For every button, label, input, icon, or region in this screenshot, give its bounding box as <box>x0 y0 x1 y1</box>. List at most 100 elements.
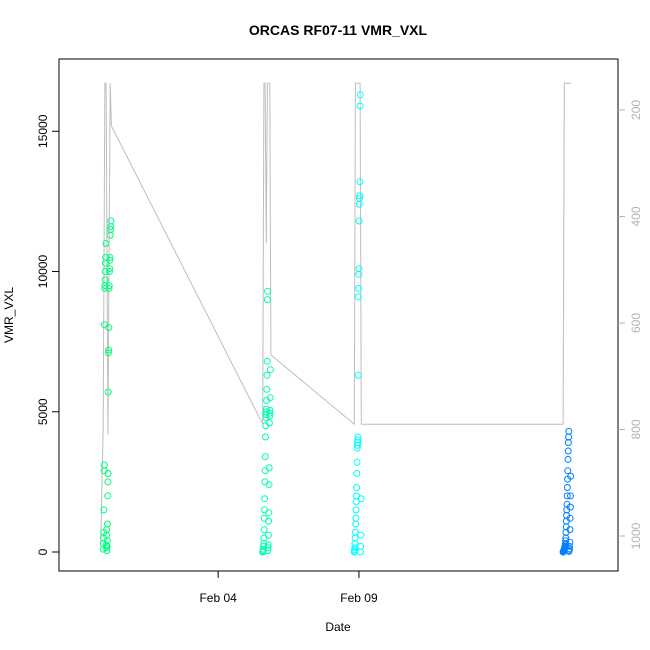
y-tick-label: 10000 <box>36 255 50 289</box>
y-axis: 0 5000 10000 15000 <box>36 114 59 555</box>
data-point-rf11 <box>565 427 573 435</box>
data-point-rf09 <box>351 528 359 536</box>
plot-frame <box>58 58 619 572</box>
x-axis-label: Date <box>325 620 351 634</box>
data-point-rf09 <box>357 548 364 556</box>
data-point-rf09 <box>353 484 361 491</box>
data-point-rf08 <box>266 366 274 374</box>
data-point-rf09 <box>353 470 361 477</box>
data-point-rf11 <box>564 439 572 447</box>
data-point-rf11 <box>566 538 574 546</box>
data-point-rf09 <box>357 495 365 503</box>
data-point-rf08 <box>260 526 268 534</box>
data-point-rf08 <box>262 408 270 416</box>
data-point-rf07 <box>101 321 108 329</box>
data-point-rf11 <box>563 484 571 491</box>
data-point-rf09 <box>352 520 360 528</box>
x-tick-label: Feb 09 <box>340 591 378 605</box>
data-point-rf09 <box>355 265 363 273</box>
data-point-rf08 <box>262 405 270 413</box>
data-point-rf09 <box>351 534 359 542</box>
data-point-rf07 <box>105 346 113 354</box>
data-point-rf07 <box>103 537 111 545</box>
x-tick-label: Feb 04 <box>199 591 237 605</box>
data-point-rf08 <box>263 296 271 304</box>
data-point-rf09 <box>355 217 363 225</box>
y2-tick-label: 600 <box>629 313 643 333</box>
data-point-rf07 <box>104 470 112 477</box>
data-point-rf07 <box>106 265 114 273</box>
data-point-rf08 <box>263 385 271 393</box>
data-point-rf09 <box>354 293 362 301</box>
data-point-rf08 <box>260 542 267 550</box>
y-tick-label: 15000 <box>36 114 50 148</box>
x-axis: Feb 04 Feb 09 <box>199 571 378 605</box>
data-point-rf11 <box>567 492 574 500</box>
data-point-rf09 <box>356 178 364 186</box>
data-point-rf09 <box>353 458 361 466</box>
data-point-rf07 <box>101 276 109 284</box>
data-point-rf09 <box>355 200 363 208</box>
data-point-rf11 <box>565 433 573 441</box>
data-point-rf08 <box>264 531 272 539</box>
y2-tick-label: 400 <box>629 206 643 226</box>
data-point-rf11 <box>566 503 574 511</box>
data-point-rf11 <box>566 514 574 522</box>
data-point-rf07 <box>104 492 112 500</box>
data-point-rf11 <box>562 537 570 545</box>
y2-tick-label: 800 <box>629 419 643 439</box>
data-point-rf07 <box>106 254 114 261</box>
y2-tick-label: 1000 <box>629 522 643 549</box>
data-point-rf09 <box>356 192 364 200</box>
data-point-rf11 <box>565 545 573 553</box>
data-point-rf09 <box>357 542 365 550</box>
data-point-rf07 <box>102 544 110 552</box>
data-point-rf07 <box>102 240 110 247</box>
secondary-y-axis: 200 400 600 800 1000 <box>618 100 643 549</box>
data-point-rf08 <box>265 464 273 472</box>
chart-title: ORCAS RF07-11 VMR_VXL <box>249 22 428 38</box>
data-point-rf07 <box>104 520 111 528</box>
y-tick-label: 5000 <box>36 398 50 425</box>
data-point-rf09 <box>357 531 365 539</box>
data-point-rf07 <box>103 547 111 555</box>
data-point-rf11 <box>566 542 574 550</box>
data-point-rf11 <box>564 455 572 463</box>
y2-tick-label: 200 <box>629 100 643 120</box>
y-axis-label: VMR_VXL <box>2 287 16 343</box>
data-point-rf07 <box>102 259 109 267</box>
data-point-rf07 <box>105 268 113 275</box>
pressure-series-line <box>100 82 572 542</box>
data-point-rf08 <box>266 406 274 414</box>
data-point-rf08 <box>263 371 271 379</box>
data-point-rf08 <box>265 509 273 517</box>
data-point-rf08 <box>264 544 272 552</box>
data-point-rf08 <box>265 481 273 489</box>
data-point-rf09 <box>352 514 360 522</box>
data-point-rf07 <box>104 349 112 357</box>
data-point-rf08 <box>265 419 273 427</box>
data-point-rf07 <box>100 506 108 514</box>
data-point-rf08 <box>264 287 272 295</box>
data-point-rf08 <box>260 534 268 542</box>
data-point-rf11 <box>567 472 575 480</box>
data-point-rf07 <box>104 478 112 486</box>
data-point-rf09 <box>356 91 364 99</box>
data-point-rf11 <box>563 492 571 500</box>
data-point-rf09 <box>352 506 360 514</box>
data-point-rf08 <box>261 506 268 514</box>
data-point-rf08 <box>260 514 268 522</box>
data-point-rf08 <box>264 541 272 549</box>
data-point-rf11 <box>564 447 572 455</box>
data-point-rf07 <box>100 461 108 469</box>
data-point-rf09 <box>354 436 362 444</box>
data-point-rf07 <box>107 217 115 225</box>
data-point-rf09 <box>356 195 363 203</box>
data-point-rf07 <box>105 324 113 332</box>
data-point-rf08 <box>262 433 269 441</box>
data-point-rf11 <box>566 526 574 534</box>
data-point-rf07 <box>104 388 112 396</box>
data-point-rf09 <box>354 371 362 379</box>
data-point-rf07 <box>105 282 113 290</box>
